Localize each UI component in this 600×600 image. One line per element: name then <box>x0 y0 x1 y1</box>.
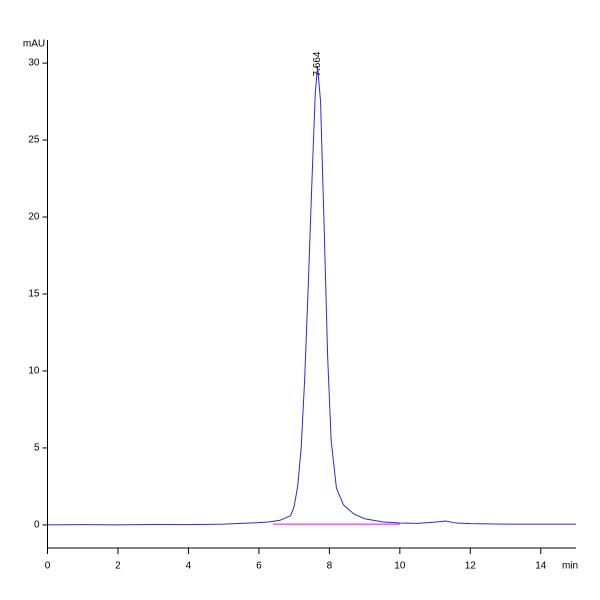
x-tick-label: 12 <box>465 561 477 572</box>
x-axis-label: min <box>562 561 578 572</box>
trace <box>47 66 576 526</box>
y-tick-label: 15 <box>28 289 40 300</box>
y-axis-label: mAU <box>23 39 45 50</box>
x-tick-label: 6 <box>256 561 262 572</box>
peak-label: 7.664 <box>312 51 323 76</box>
y-tick-label: 5 <box>34 443 40 454</box>
y-tick-label: 10 <box>28 366 40 377</box>
x-tick-label: 2 <box>115 561 121 572</box>
y-tick-label: 25 <box>28 135 40 146</box>
y-tick-label: 30 <box>28 58 40 69</box>
x-tick-label: 0 <box>45 561 51 572</box>
x-tick-label: 8 <box>327 561 333 572</box>
y-tick-label: 0 <box>34 520 40 531</box>
x-tick-label: 14 <box>535 561 547 572</box>
y-tick-label: 20 <box>28 212 40 223</box>
x-tick-label: 10 <box>394 561 406 572</box>
x-tick-label: 4 <box>186 561 192 572</box>
